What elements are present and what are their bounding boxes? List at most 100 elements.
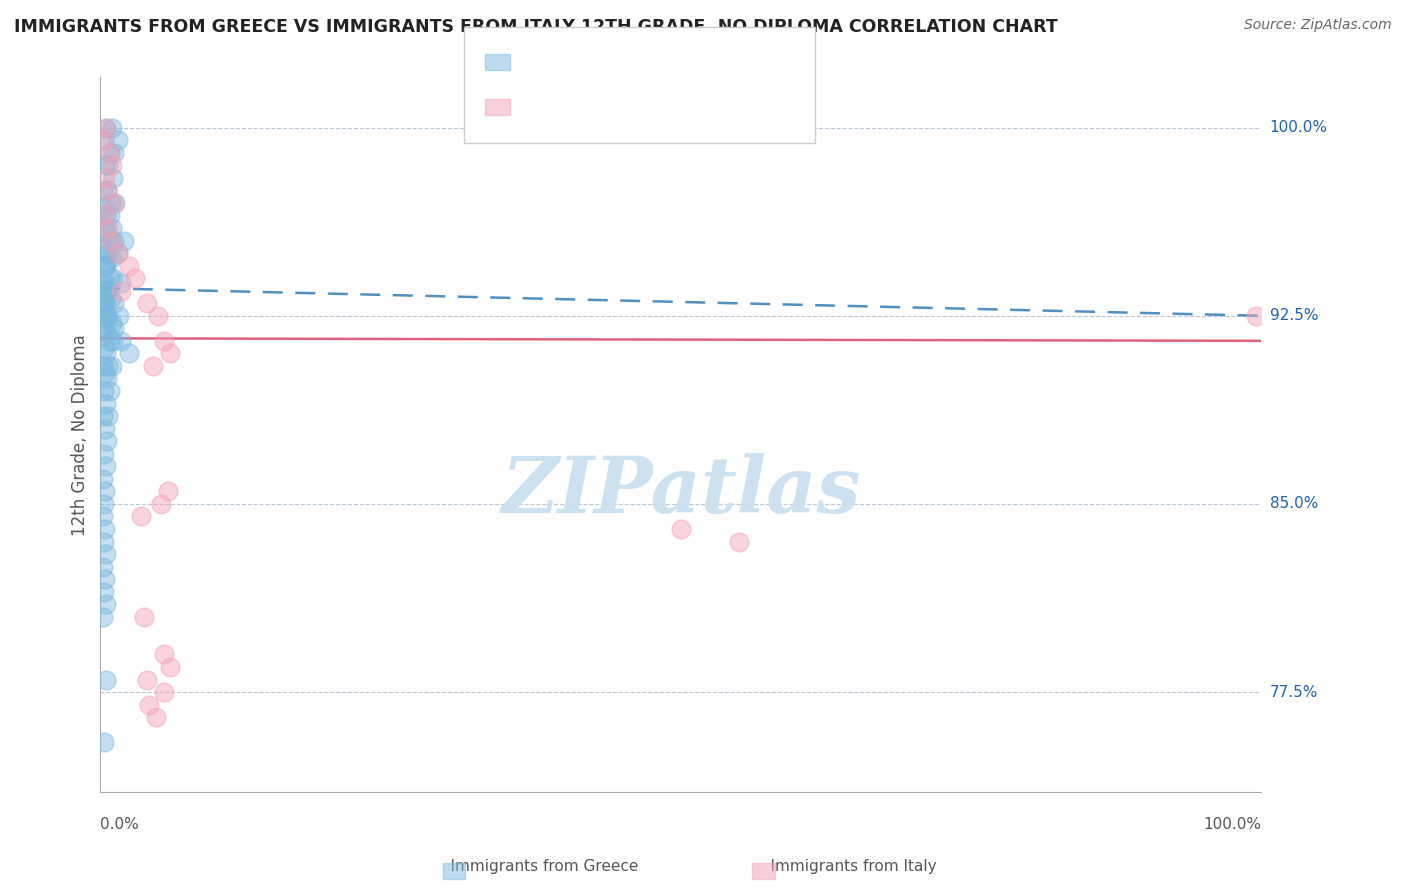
Point [96, 120, 118, 135]
Point [96, 120, 118, 135]
Point [101, 316, 124, 330]
Point [149, 497, 172, 511]
Point [101, 221, 124, 235]
Point [135, 673, 157, 687]
Point [94, 484, 117, 499]
Point [96, 183, 118, 197]
Point [96, 259, 118, 273]
Point [135, 296, 157, 310]
Point [91, 509, 114, 524]
Text: Immigrants from Greece: Immigrants from Greece [430, 859, 638, 874]
Point [93, 342, 115, 356]
Point [101, 158, 124, 172]
Point [108, 309, 131, 323]
Point [94, 221, 117, 235]
Point [94, 321, 117, 335]
Point [1244, 309, 1267, 323]
Point [98, 271, 121, 285]
Point [93, 301, 115, 316]
Text: IMMIGRANTS FROM GREECE VS IMMIGRANTS FROM ITALY 12TH GRADE, NO DIPLOMA CORRELATI: IMMIGRANTS FROM GREECE VS IMMIGRANTS FRO… [14, 18, 1057, 36]
Point [96, 326, 118, 341]
Point [93, 534, 115, 549]
Point [91, 472, 114, 486]
Point [96, 597, 118, 611]
Text: 77.5%: 77.5% [1270, 684, 1317, 699]
Point [107, 246, 129, 260]
Point [91, 321, 114, 335]
Point [96, 434, 118, 449]
Point [91, 276, 114, 290]
Text: ZIPatlas: ZIPatlas [501, 453, 860, 530]
Point [100, 291, 122, 305]
Point [94, 422, 117, 436]
Text: 100.0%: 100.0% [1204, 817, 1261, 832]
Point [91, 409, 114, 423]
Point [93, 133, 115, 147]
Point [110, 284, 132, 298]
Point [153, 685, 176, 699]
Point [93, 384, 115, 398]
Point [97, 359, 120, 373]
Point [124, 271, 146, 285]
Point [98, 208, 121, 222]
Point [159, 660, 181, 674]
Point [100, 234, 122, 248]
Point [153, 334, 176, 348]
Text: 0.0%: 0.0% [100, 817, 139, 832]
Point [103, 234, 125, 248]
Point [101, 251, 124, 265]
Point [110, 276, 132, 290]
Text: 85.0%: 85.0% [1270, 497, 1317, 511]
Point [129, 509, 152, 524]
Point [94, 572, 117, 586]
Point [97, 221, 120, 235]
Point [101, 170, 124, 185]
Point [97, 409, 120, 423]
Point [103, 296, 125, 310]
Point [96, 284, 118, 298]
Point [101, 120, 124, 135]
Point [94, 522, 117, 536]
Point [107, 246, 129, 260]
Point [93, 259, 115, 273]
Point [96, 226, 118, 240]
Point [118, 346, 141, 360]
Text: 100.0%: 100.0% [1270, 120, 1327, 135]
Text: Immigrants from Italy: Immigrants from Italy [751, 859, 936, 874]
Point [101, 334, 124, 348]
Point [96, 673, 118, 687]
Point [91, 271, 114, 285]
Point [94, 170, 117, 185]
Point [728, 534, 751, 549]
Point [112, 234, 135, 248]
Point [93, 497, 115, 511]
Point [98, 384, 121, 398]
Point [98, 334, 121, 348]
Point [101, 271, 124, 285]
Text: R =  -0.010   N = 32: R = -0.010 N = 32 [522, 98, 690, 116]
Point [142, 359, 165, 373]
Point [93, 584, 115, 599]
Point [153, 648, 176, 662]
Point [93, 133, 115, 147]
Point [103, 195, 125, 210]
Point [138, 698, 160, 712]
Point [91, 609, 114, 624]
Point [148, 309, 170, 323]
Point [103, 145, 125, 160]
Point [104, 195, 127, 210]
Point [96, 309, 118, 323]
Point [94, 296, 117, 310]
Point [96, 309, 118, 323]
Point [101, 359, 124, 373]
Point [96, 183, 118, 197]
Text: Source: ZipAtlas.com: Source: ZipAtlas.com [1244, 18, 1392, 32]
Point [97, 246, 120, 260]
Point [118, 259, 141, 273]
Point [94, 246, 117, 260]
Point [94, 158, 117, 172]
Point [93, 208, 115, 222]
Text: R =  -0.011   N = 87: R = -0.011 N = 87 [522, 54, 690, 71]
Point [91, 559, 114, 574]
Point [100, 195, 122, 210]
